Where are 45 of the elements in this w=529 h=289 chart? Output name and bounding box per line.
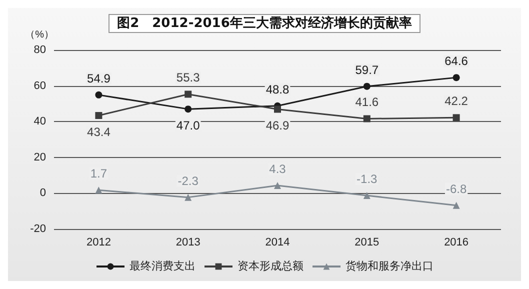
point: [274, 182, 281, 190]
x-tick-label: 2013: [176, 236, 200, 248]
legend-label: 货物和服务净出口: [346, 260, 434, 272]
data-label: 42.2: [444, 94, 468, 108]
data-label: 59.7: [355, 62, 379, 77]
legend-label: 最终消费支出: [130, 260, 196, 272]
y-tick-label: 80: [34, 44, 46, 56]
data-label: 47.0: [176, 118, 200, 133]
chart-title: 图2 2012-2016年三大需求对经济增长的贡献率: [117, 15, 412, 31]
point: [95, 186, 102, 194]
point: [184, 106, 192, 113]
point: [95, 112, 102, 120]
point: [452, 74, 460, 82]
y-tick-label: 0: [40, 187, 46, 200]
y-tick-label: -20: [30, 223, 46, 235]
point: [452, 114, 460, 122]
data-label: 43.4: [87, 125, 111, 140]
data-label: -6.8: [446, 182, 467, 196]
data-label: -1.3: [356, 172, 378, 186]
point: [95, 91, 102, 98]
y-tick-label: 20: [34, 151, 46, 164]
point: [363, 192, 370, 200]
point: [184, 194, 192, 201]
point: [363, 115, 370, 122]
data-label: 1.7: [90, 166, 108, 181]
data-label: 64.6: [444, 54, 468, 68]
y-tick-label: 40: [34, 116, 46, 128]
x-tick-label: 2012: [86, 236, 111, 248]
x-tick-label: 2016: [444, 236, 469, 248]
point: [274, 106, 281, 113]
y-axis-title: （%）: [25, 30, 54, 40]
data-label: 41.6: [355, 95, 379, 110]
x-tick-label: 2015: [354, 236, 380, 248]
data-label: 46.9: [266, 118, 290, 133]
legend-label: 资本形成总额: [238, 260, 304, 272]
data-label: 4.3: [269, 162, 286, 176]
data-label: -2.3: [178, 174, 199, 188]
point: [184, 90, 192, 98]
data-label: 55.3: [176, 70, 200, 85]
point: [363, 82, 370, 90]
point: [452, 202, 460, 209]
x-tick-label: 2014: [265, 236, 290, 248]
data-label: 54.9: [87, 71, 111, 86]
data-label: 48.8: [266, 82, 290, 96]
y-tick-label: 60: [34, 80, 46, 92]
